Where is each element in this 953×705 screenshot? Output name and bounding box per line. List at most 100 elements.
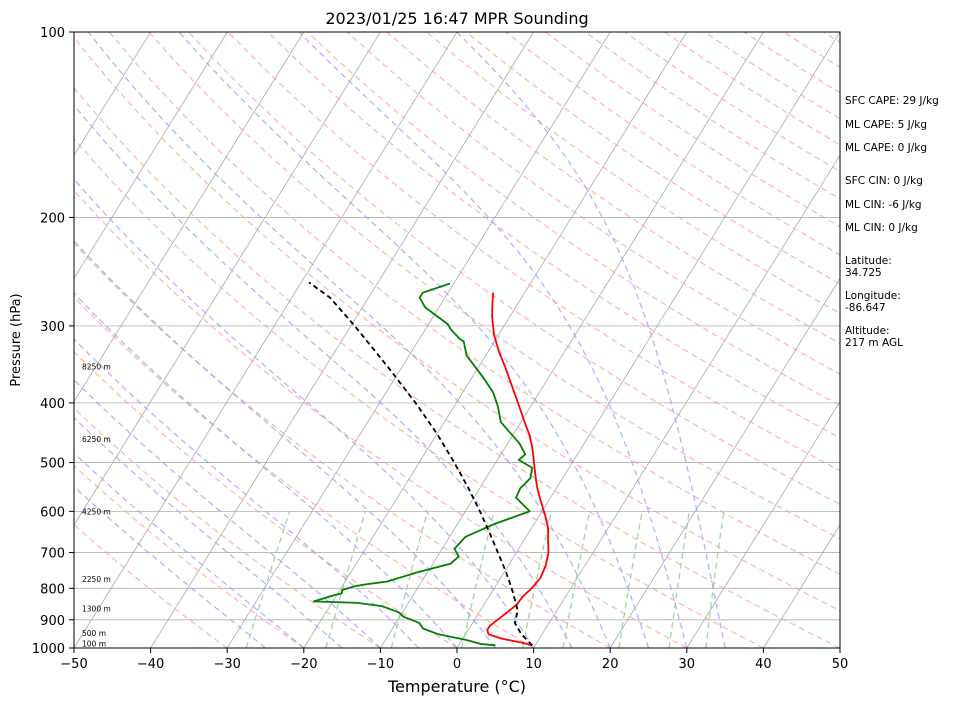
dewpoint-trace bbox=[312, 282, 534, 647]
height-label: 500 m bbox=[82, 629, 106, 638]
isotherm-line bbox=[609, 277, 840, 648]
y-tick-label: 400 bbox=[40, 397, 65, 412]
mixing-ratio-line bbox=[521, 511, 553, 648]
dry-adiabat-line bbox=[148, 32, 840, 540]
isotherm-line bbox=[74, 32, 228, 280]
y-axis-title: Pressure (hPa) bbox=[9, 293, 24, 386]
dry-adiabat-line bbox=[74, 523, 228, 648]
moist-adiabat-line bbox=[74, 452, 305, 648]
isotherm-line bbox=[150, 32, 534, 648]
sounding-traces bbox=[308, 281, 550, 647]
x-axis-ticks: −50 −40 −30 −20 −10 0 10 20 30 40 50 bbox=[60, 648, 848, 672]
y-tick-label: 300 bbox=[40, 320, 65, 335]
isotherm-line bbox=[74, 32, 305, 403]
x-tick-label: 10 bbox=[525, 657, 542, 672]
height-label: 6250 m bbox=[82, 435, 111, 444]
chart-title: 2023/01/25 16:47 MPR Sounding bbox=[325, 9, 588, 28]
y-tick-label: 700 bbox=[40, 547, 65, 562]
dry-adiabat-line bbox=[465, 32, 840, 285]
x-tick-label: 50 bbox=[832, 657, 849, 672]
location-label: Longitude: bbox=[845, 290, 901, 302]
stat-text: ML CIN: 0 J/kg bbox=[845, 222, 918, 234]
mixing-ratio-line bbox=[618, 511, 643, 648]
y-tick-label: 100 bbox=[40, 26, 65, 41]
dry-adiabat-line bbox=[74, 296, 534, 648]
moist-adiabat-line bbox=[74, 485, 266, 648]
isotherm-line bbox=[456, 32, 840, 648]
location-value: 34.725 bbox=[845, 267, 882, 279]
isotherm-line bbox=[686, 400, 840, 648]
background-reference-lines bbox=[74, 32, 840, 648]
temperature-trace bbox=[486, 292, 550, 647]
mixing-ratio-line bbox=[325, 511, 367, 648]
x-tick-label: 40 bbox=[755, 657, 772, 672]
location-label: Altitude: bbox=[845, 325, 890, 337]
mixing-ratio-line bbox=[245, 511, 291, 648]
stat-text: ML CAPE: 0 J/kg bbox=[845, 142, 927, 154]
isotherm-line bbox=[74, 32, 458, 648]
x-tick-label: −20 bbox=[290, 657, 317, 672]
moist-adiabat-line bbox=[74, 379, 381, 648]
moist-adiabat-line bbox=[87, 32, 611, 648]
isotherm-line bbox=[226, 32, 611, 648]
moist-adiabat-line bbox=[74, 104, 573, 648]
dry-adiabat-line bbox=[108, 32, 840, 576]
isotherm-line bbox=[763, 524, 840, 648]
location-value: 217 m AGL bbox=[845, 337, 903, 349]
y-tick-label: 800 bbox=[40, 582, 65, 597]
moist-adiabat-line bbox=[74, 239, 496, 648]
stat-text: SFC CAPE: 29 J/kg bbox=[845, 95, 939, 107]
moist-adiabat-line bbox=[456, 32, 726, 648]
x-tick-label: 30 bbox=[679, 657, 696, 672]
x-tick-label: −10 bbox=[367, 657, 394, 672]
height-label: 4250 m bbox=[82, 507, 111, 516]
height-label: 8250 m bbox=[82, 362, 111, 371]
stat-text: SFC CIN: 0 J/kg bbox=[845, 175, 923, 187]
dry-adiabat-line bbox=[74, 242, 611, 648]
isotherm-line bbox=[533, 154, 840, 648]
moist-adiabat-line bbox=[178, 32, 650, 648]
moist-adiabat-line bbox=[74, 178, 535, 648]
stat-text: ML CIN: -6 J/kg bbox=[845, 199, 922, 211]
y-tick-label: 1000 bbox=[32, 642, 65, 657]
y-tick-label: 200 bbox=[40, 211, 65, 226]
height-label: 1300 m bbox=[82, 604, 111, 613]
height-label: 2250 m bbox=[82, 575, 111, 584]
mixing-ratio-line bbox=[668, 511, 690, 648]
dry-adiabat-line bbox=[74, 137, 764, 648]
mixing-ratio-line bbox=[562, 511, 591, 648]
dry-adiabat-line bbox=[307, 32, 840, 407]
y-tick-label: 900 bbox=[40, 614, 65, 629]
dry-adiabat-line bbox=[74, 86, 840, 648]
y-axis-ticks: 100 200 300 400 500 600 700 800 900 1000 bbox=[32, 26, 74, 657]
x-tick-label: 20 bbox=[602, 657, 619, 672]
x-tick-label: −30 bbox=[213, 657, 240, 672]
x-tick-label: 0 bbox=[453, 657, 461, 672]
isotherm-line bbox=[74, 32, 381, 526]
x-tick-label: −40 bbox=[137, 657, 164, 672]
mixing-ratio-line bbox=[461, 511, 495, 648]
x-axis-title: Temperature (°C) bbox=[387, 677, 526, 696]
location-value: -86.647 bbox=[845, 302, 886, 314]
parcel-trace bbox=[308, 281, 533, 646]
dry-adiabat-line bbox=[74, 36, 840, 612]
moist-adiabat-line bbox=[298, 32, 688, 648]
location-label: Latitude: bbox=[845, 255, 892, 267]
dry-adiabat-line bbox=[74, 351, 458, 648]
moist-adiabat-line bbox=[74, 416, 343, 648]
dry-adiabat-line bbox=[74, 464, 305, 648]
mixing-ratio-line bbox=[705, 511, 725, 648]
y-tick-label: 600 bbox=[40, 505, 65, 520]
dry-adiabat-line bbox=[188, 32, 840, 506]
moist-adiabat-line bbox=[74, 292, 458, 648]
isotherm-line bbox=[74, 32, 151, 156]
isotherm-line bbox=[380, 32, 764, 648]
stats-panel: SFC CAPE: 29 J/kg ML CAPE: 5 J/kg ML CAPE:… bbox=[845, 95, 939, 349]
height-labels: 100 m 500 m 1300 m 2250 m 4250 m 6250 m 8250 m bbox=[82, 362, 111, 648]
dry-adiabat-line bbox=[74, 189, 688, 648]
x-tick-label: −50 bbox=[60, 657, 87, 672]
dry-adiabat-line bbox=[346, 32, 840, 375]
height-label: 100 m bbox=[82, 640, 106, 649]
mixing-ratio-line bbox=[390, 511, 429, 648]
